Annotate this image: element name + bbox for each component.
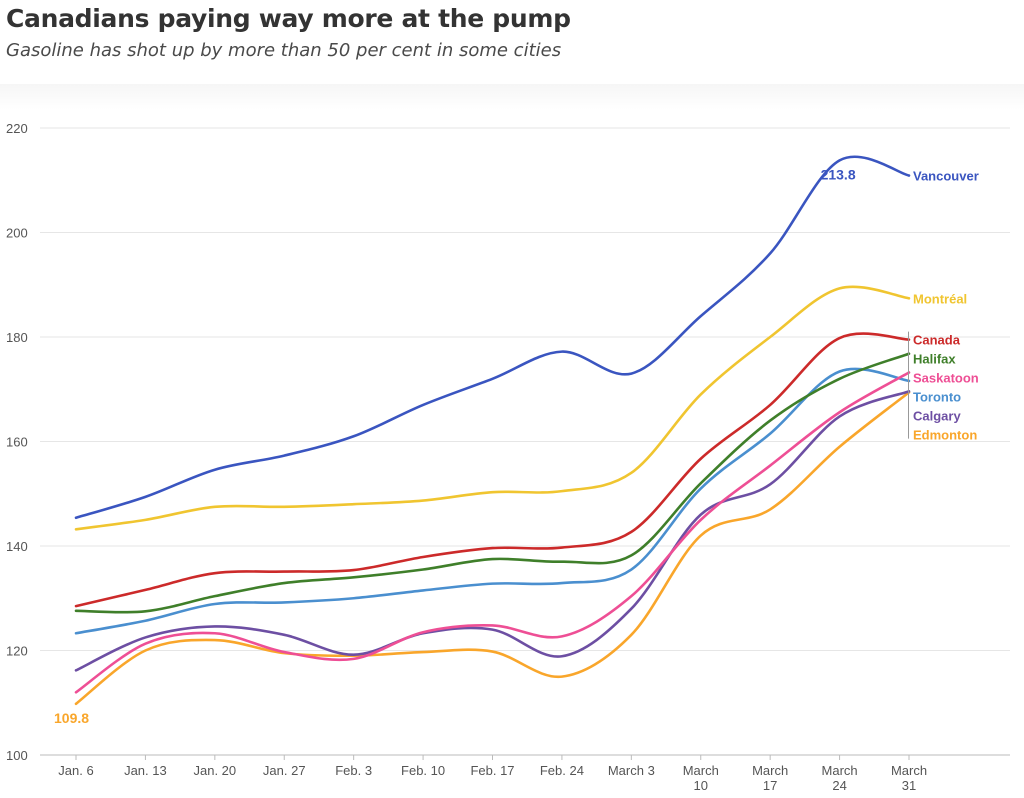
series-line-saskatoon [74, 371, 911, 694]
annotation-label: 213.8 [821, 166, 856, 182]
y-tick-label: 100 [6, 748, 28, 763]
x-tick-label: March 10 [683, 763, 719, 793]
y-tick-label: 160 [6, 435, 28, 450]
chart-header: Canadians paying way more at the pump Ga… [6, 2, 1016, 64]
x-tick-label: March 3 [608, 763, 655, 778]
chart-subtitle: Gasoline has shot up by more than 50 per… [6, 40, 562, 61]
series-line-vancouver [74, 155, 911, 520]
x-tick-label: Jan. 27 [263, 763, 306, 778]
x-tick-label: March 31 [891, 763, 927, 793]
x-tick-label: March 17 [752, 763, 788, 793]
series-label-edmonton: Edmonton [913, 428, 977, 443]
series-label-halifax: Halifax [913, 352, 956, 367]
x-tick-label: March 24 [822, 763, 858, 793]
series-line-canada [74, 332, 911, 608]
y-tick-label: 140 [6, 539, 28, 554]
x-tick-label: Feb. 3 [335, 763, 372, 778]
x-tick-label: Feb. 24 [540, 763, 584, 778]
series-line-toronto [74, 367, 911, 635]
x-tick-label: Feb. 10 [401, 763, 445, 778]
annotation-label: 109.8 [54, 710, 89, 726]
series-label-toronto: Toronto [913, 390, 961, 405]
series-line-calgary [74, 390, 911, 672]
y-tick-label: 120 [6, 644, 28, 659]
series-label-vancouver: Vancouver [913, 169, 979, 184]
x-tick-label: Jan. 20 [194, 763, 237, 778]
x-tick-label: Feb. 17 [470, 763, 514, 778]
y-tick-label: 180 [6, 330, 28, 345]
chart-title: Canadians paying way more at the pump [6, 4, 571, 33]
x-tick-label: Jan. 6 [58, 763, 93, 778]
series-line-halifax [74, 352, 911, 614]
x-tick-label: Jan. 13 [124, 763, 167, 778]
series-line-montreal [74, 285, 911, 531]
series-label-saskatoon: Saskatoon [913, 371, 979, 386]
series-label-calgary: Calgary [913, 409, 961, 424]
series-label-canada: Canada [913, 333, 961, 348]
series-line-edmonton [74, 391, 911, 706]
header-fade-band [0, 84, 1024, 110]
y-tick-label: 200 [6, 226, 28, 241]
y-tick-label: 220 [6, 121, 28, 136]
series-label-montreal: Montréal [913, 291, 967, 306]
